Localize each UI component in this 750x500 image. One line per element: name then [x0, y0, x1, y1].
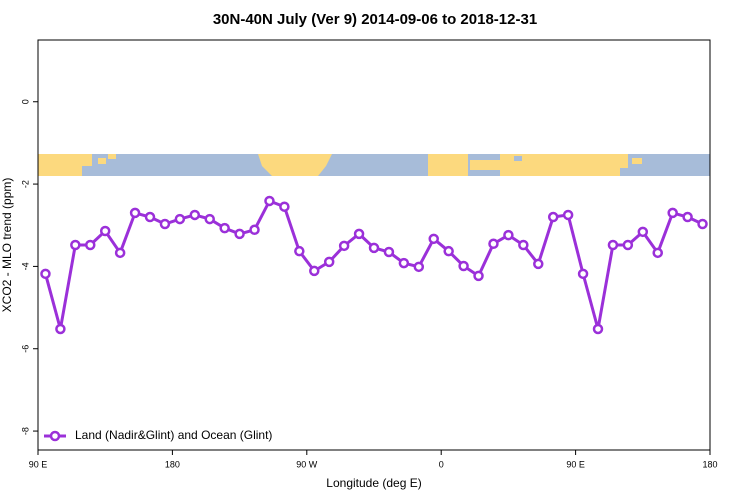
point: [368, 242, 380, 254]
y-tick-label: -2: [20, 180, 30, 188]
point: [264, 195, 275, 207]
point: [234, 228, 245, 240]
point: [40, 268, 51, 280]
x-tick-label: 0: [439, 459, 444, 469]
point: [577, 268, 589, 280]
point: [682, 211, 693, 223]
point: [129, 207, 141, 219]
point: [338, 240, 350, 252]
point: [458, 260, 469, 272]
point: [697, 218, 708, 230]
point: [562, 209, 574, 221]
y-axis-label: XCO2 - MLO trend (ppm): [0, 178, 14, 313]
point: [443, 245, 454, 257]
point: [99, 225, 111, 237]
point: [204, 213, 215, 225]
series-line: [44, 199, 704, 330]
point: [55, 323, 66, 335]
point: [398, 257, 410, 269]
map-strip: [38, 154, 710, 176]
point: [503, 229, 514, 241]
point: [652, 247, 663, 259]
point: [279, 201, 290, 212]
point: [114, 247, 126, 259]
point: [428, 233, 439, 245]
point: [413, 261, 425, 273]
point: [383, 246, 395, 258]
x-axis-label: Longitude (deg E): [326, 476, 421, 490]
x-tick-label: 90 E: [29, 459, 48, 469]
point: [189, 209, 201, 221]
point: [249, 224, 260, 236]
plot-frame: [37, 39, 711, 451]
y-tick-label: 0: [20, 99, 30, 104]
y-tick-label: -8: [20, 427, 30, 435]
point: [219, 222, 230, 234]
point: [518, 239, 529, 251]
legend-label: Land (Nadir&Glint) and Ocean (Glint): [75, 428, 272, 442]
point: [473, 270, 484, 282]
point: [309, 265, 320, 277]
y-tick-label: -6: [20, 345, 30, 353]
point: [85, 239, 96, 251]
point: [622, 239, 634, 251]
point: [323, 256, 335, 268]
point: [637, 226, 649, 238]
point: [607, 239, 619, 251]
x-tick-label: 180: [702, 459, 717, 469]
x-tick-label: 90 E: [566, 459, 585, 469]
legend-marker: [49, 430, 61, 442]
point: [667, 207, 678, 219]
point: [144, 211, 156, 223]
point: [533, 258, 544, 270]
point: [159, 218, 171, 230]
point: [592, 323, 604, 335]
x-tick-label: 180: [165, 459, 180, 469]
point: [294, 245, 305, 257]
chart-title: 30N-40N July (Ver 9) 2014-09-06 to 2018-…: [213, 11, 537, 28]
point: [70, 239, 81, 251]
y-tick-label: -4: [20, 262, 30, 270]
point: [353, 228, 365, 240]
point: [174, 213, 186, 225]
point: [547, 211, 559, 223]
x-tick-label: 90 W: [296, 459, 318, 469]
point: [488, 238, 499, 250]
